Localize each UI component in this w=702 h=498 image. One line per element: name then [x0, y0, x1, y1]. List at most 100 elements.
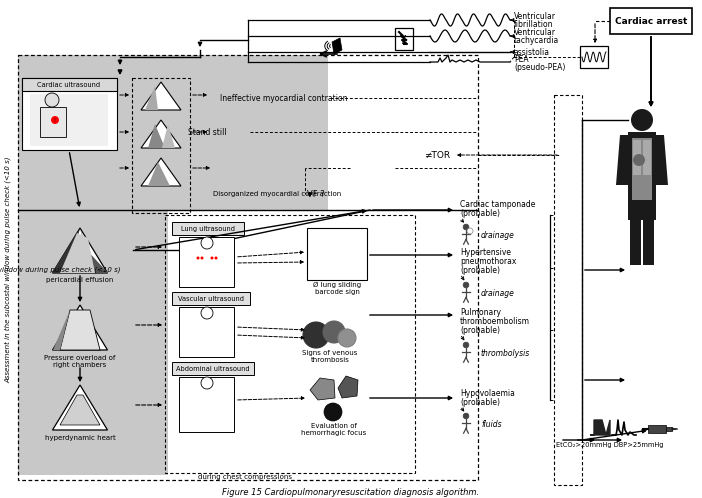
Circle shape: [197, 256, 199, 259]
Text: Lung ultrasound: Lung ultrasound: [181, 226, 235, 232]
Circle shape: [631, 109, 653, 131]
Text: EtCO₂>20mmHg DBP>25mmHg: EtCO₂>20mmHg DBP>25mmHg: [556, 442, 664, 448]
Text: hemorrhagic focus: hemorrhagic focus: [301, 430, 366, 436]
Polygon shape: [141, 120, 181, 148]
Circle shape: [201, 377, 213, 389]
Text: right chambers: right chambers: [53, 362, 107, 368]
Text: Evaluation of: Evaluation of: [311, 423, 357, 429]
Polygon shape: [148, 124, 165, 148]
Polygon shape: [590, 420, 610, 435]
Text: hyperdynamic heart: hyperdynamic heart: [45, 435, 115, 441]
Polygon shape: [628, 132, 656, 220]
Circle shape: [215, 256, 218, 259]
Text: assistolia: assistolia: [514, 47, 550, 56]
Circle shape: [303, 322, 329, 348]
Polygon shape: [145, 86, 158, 110]
Text: fibrillation: fibrillation: [514, 19, 553, 28]
Polygon shape: [141, 82, 181, 110]
Text: Assessment in the subcostal window during pulse check (<10 s): Assessment in the subcostal window durin…: [5, 157, 11, 383]
Text: Ventricular: Ventricular: [514, 27, 556, 36]
Polygon shape: [53, 385, 107, 430]
Text: Figure 15 Cardiopulmonaryresuscitation diagnosis algorithm.: Figure 15 Cardiopulmonaryresuscitation d…: [223, 488, 479, 497]
Bar: [179, 237, 234, 287]
Bar: [22, 78, 117, 150]
Bar: [18, 210, 168, 475]
Text: Pressure overload of: Pressure overload of: [44, 355, 116, 361]
Bar: [172, 362, 254, 375]
Polygon shape: [616, 135, 628, 185]
Circle shape: [463, 282, 469, 288]
Text: r: r: [53, 117, 56, 123]
Text: Hypovolaemia: Hypovolaemia: [460, 388, 515, 397]
Bar: [554, 95, 582, 485]
Polygon shape: [60, 395, 100, 425]
Polygon shape: [53, 305, 107, 350]
Circle shape: [201, 307, 213, 319]
Polygon shape: [60, 233, 95, 273]
Circle shape: [324, 403, 342, 421]
Polygon shape: [162, 124, 175, 148]
Bar: [30, 94, 108, 146]
Polygon shape: [643, 140, 651, 175]
Text: Pulmonary: Pulmonary: [460, 307, 501, 317]
Text: fluids: fluids: [481, 419, 502, 428]
Bar: [580, 46, 608, 68]
Circle shape: [323, 321, 345, 343]
Bar: [179, 307, 234, 357]
Polygon shape: [643, 220, 654, 265]
Bar: [132, 78, 190, 213]
Bar: [172, 292, 250, 305]
Bar: [40, 107, 66, 137]
Text: thrombosis: thrombosis: [310, 357, 350, 363]
Text: Stand still: Stand still: [187, 127, 226, 136]
Bar: [172, 222, 244, 235]
Bar: [666, 427, 672, 431]
Text: (probable): (probable): [460, 265, 500, 274]
Text: drainage: drainage: [481, 288, 515, 297]
Text: Assessment in the subcostal window during pulse check (<10 s): Assessment in the subcostal window durin…: [0, 267, 121, 273]
Text: Signs of venous: Signs of venous: [303, 350, 358, 356]
Text: ≠TOR: ≠TOR: [424, 150, 450, 159]
Polygon shape: [672, 428, 678, 430]
Circle shape: [201, 256, 204, 259]
Circle shape: [463, 413, 469, 419]
Text: /: /: [402, 35, 406, 45]
Polygon shape: [52, 228, 80, 273]
Text: thrombolysis: thrombolysis: [481, 349, 530, 358]
Polygon shape: [630, 220, 641, 265]
Text: (probable): (probable): [460, 326, 500, 335]
Polygon shape: [310, 378, 335, 400]
Text: Ineffective myocardial contration: Ineffective myocardial contration: [220, 94, 347, 103]
Bar: [648, 425, 666, 433]
Text: pericardial effusion: pericardial effusion: [46, 277, 114, 283]
Polygon shape: [632, 138, 652, 200]
Text: pneumothorax: pneumothorax: [460, 256, 517, 265]
Polygon shape: [148, 162, 170, 186]
Bar: [610, 8, 692, 34]
Circle shape: [211, 256, 213, 259]
Text: VF ?: VF ?: [307, 190, 325, 199]
Text: (pseudo-PEA): (pseudo-PEA): [514, 63, 565, 72]
Polygon shape: [332, 38, 342, 54]
Text: barcode sign: barcode sign: [314, 289, 359, 295]
Bar: [307, 228, 367, 280]
Polygon shape: [633, 140, 641, 175]
Text: drainage: drainage: [481, 231, 515, 240]
Circle shape: [51, 116, 59, 124]
Circle shape: [633, 154, 645, 166]
Text: during chest compressions: during chest compressions: [198, 474, 292, 480]
Bar: [18, 55, 478, 480]
Circle shape: [467, 228, 473, 234]
Text: Disorganized myocardial contraction: Disorganized myocardial contraction: [213, 191, 341, 197]
Circle shape: [338, 329, 356, 347]
Bar: [179, 377, 234, 432]
Text: Vascular ultrasound: Vascular ultrasound: [178, 296, 244, 302]
Text: Hypertensive: Hypertensive: [460, 248, 511, 256]
Text: Ø lung sliding: Ø lung sliding: [313, 282, 361, 288]
Circle shape: [201, 237, 213, 249]
Text: (probable): (probable): [460, 209, 500, 218]
Text: Ventricular: Ventricular: [514, 11, 556, 20]
Circle shape: [45, 93, 59, 107]
Text: Cardiac tamponade: Cardiac tamponade: [460, 200, 536, 209]
Polygon shape: [141, 158, 181, 186]
